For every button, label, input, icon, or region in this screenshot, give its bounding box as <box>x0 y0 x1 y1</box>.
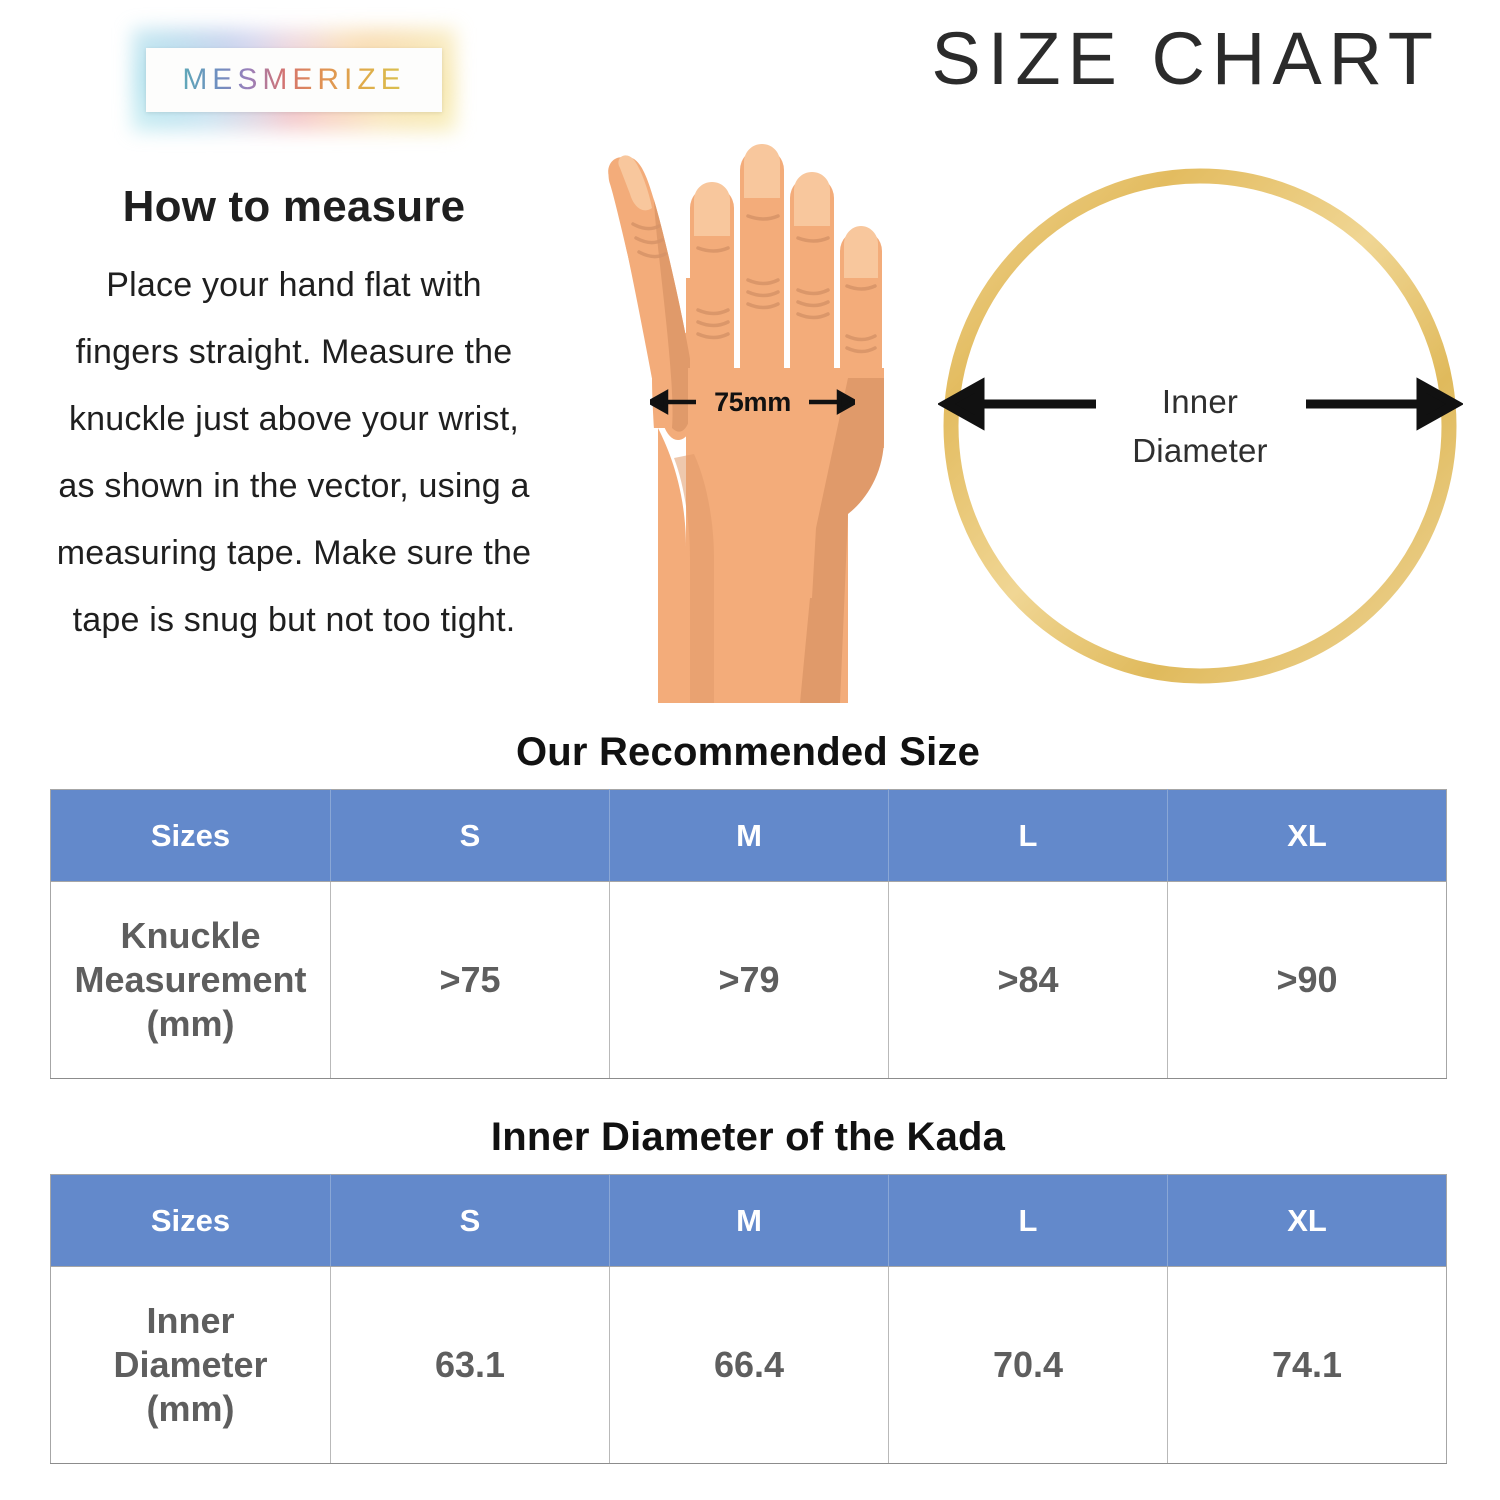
table-2-header-xl: XL <box>1167 1174 1447 1267</box>
inner-diameter-table: Sizes S M L XL Inner Diameter (mm) 63.1 66… <box>50 1174 1447 1464</box>
table-1-row-label: Knuckle Measurement (mm) <box>50 881 331 1079</box>
logo-box: MESMERIZE <box>146 48 442 112</box>
how-to-measure-body: Place your hand flat with fingers straig… <box>56 266 532 639</box>
table-2-cell-m: 66.4 <box>609 1266 889 1464</box>
table-1-cell-xl: >90 <box>1167 881 1447 1079</box>
table-2-cell-l: 70.4 <box>888 1266 1168 1464</box>
table-2-header-sizes: Sizes <box>50 1174 331 1267</box>
table-2-header-m: M <box>609 1174 889 1267</box>
how-to-measure-heading: How to measure <box>122 182 466 231</box>
knuckle-measurement-annotation: 75mm <box>645 380 860 424</box>
table-2-caption: Inner Diameter of the Kada <box>490 1115 1006 1159</box>
inner-diameter-table-block: Inner Diameter of the Kada Sizes S M L X… <box>50 1115 1447 1464</box>
table-2-header-l: L <box>888 1174 1168 1267</box>
inner-diameter-label: Inner Diameter <box>1105 378 1295 476</box>
table-row: Inner Diameter (mm) 63.1 66.4 70.4 74.1 <box>50 1266 1447 1464</box>
how-to-measure-section: How to measure Place your hand flat with… <box>50 182 538 654</box>
table-1-header-xl: XL <box>1167 789 1447 882</box>
table-header-row: Sizes S M L XL <box>50 789 1447 882</box>
table-1-header-sizes: Sizes <box>50 789 331 882</box>
table-2-cell-xl: 74.1 <box>1167 1266 1447 1464</box>
table-2-cell-s: 63.1 <box>330 1266 610 1464</box>
inner-diameter-label-line2: Diameter <box>1132 431 1268 469</box>
table-1-header-s: S <box>330 789 610 882</box>
table-1-cell-s: >75 <box>330 881 610 1079</box>
knuckle-arrow-icon <box>645 389 860 415</box>
logo-wordmark: MESMERIZE <box>182 63 406 96</box>
table-1-caption: Our Recommended Size <box>515 730 981 774</box>
kada-ring-illustration <box>936 162 1465 690</box>
knuckle-measurement-label: 75mm <box>714 387 791 417</box>
page-title: SIZE CHART <box>931 17 1440 100</box>
table-2-header-s: S <box>330 1174 610 1267</box>
kada-ring-svg <box>936 168 1465 684</box>
table-1-header-m: M <box>609 789 889 882</box>
brand-logo: MESMERIZE <box>132 28 456 132</box>
recommended-size-table-block: Our Recommended Size Sizes S M L XL Knuc… <box>50 730 1447 1079</box>
inner-diameter-label-line1: Inner <box>1161 383 1239 420</box>
recommended-size-table: Sizes S M L XL Knuckle Measurement (mm) >7… <box>50 789 1447 1079</box>
table-1-cell-l: >84 <box>888 881 1168 1079</box>
hand-svg <box>608 144 884 704</box>
hand-illustration <box>548 128 898 708</box>
table-1-cell-m: >79 <box>609 881 889 1079</box>
table-2-row-label: Inner Diameter (mm) <box>50 1266 331 1464</box>
table-1-header-l: L <box>888 789 1168 882</box>
table-row: Knuckle Measurement (mm) >75 >79 >84 >90 <box>50 881 1447 1079</box>
table-header-row: Sizes S M L XL <box>50 1174 1447 1267</box>
